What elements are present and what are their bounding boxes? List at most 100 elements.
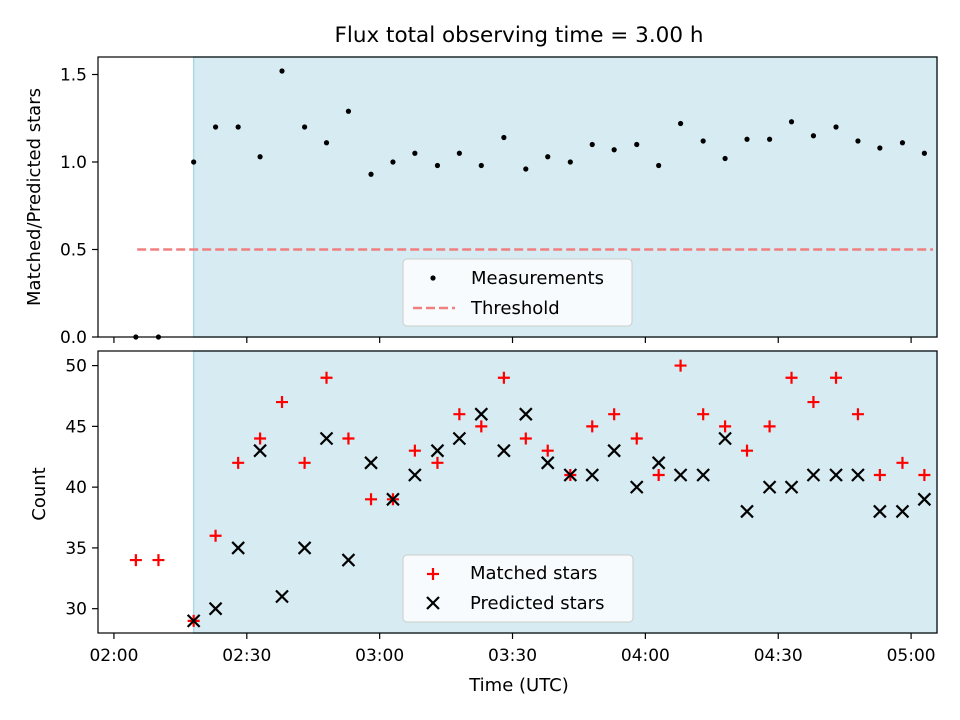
predicted-star-point bbox=[629, 480, 644, 494]
x-tick-label: 03:30 bbox=[488, 646, 537, 666]
predicted-star-point bbox=[673, 468, 688, 482]
x-marker bbox=[917, 492, 932, 507]
matched-star-point bbox=[873, 468, 886, 481]
y-tick-label: 40 bbox=[65, 478, 87, 498]
plus-marker bbox=[918, 468, 931, 481]
predicted-star-point bbox=[452, 431, 467, 446]
measurement-point bbox=[810, 133, 817, 139]
predicted-star-point bbox=[873, 504, 887, 519]
y-tick-label: 0.5 bbox=[60, 241, 87, 261]
measurement-point bbox=[833, 124, 839, 130]
predicted-star-point bbox=[607, 443, 621, 458]
x-marker bbox=[231, 541, 245, 555]
predicted-star-point bbox=[917, 492, 932, 507]
matched-star-point bbox=[519, 432, 532, 445]
predicted-star-point bbox=[895, 504, 910, 519]
matched-star-point bbox=[453, 408, 466, 421]
predicted-star-point bbox=[718, 431, 732, 446]
x-tick-label: 05:00 bbox=[887, 646, 936, 666]
plus-marker bbox=[719, 420, 732, 433]
matched-star-point bbox=[896, 456, 909, 469]
plus-marker bbox=[320, 371, 333, 384]
plus-marker bbox=[232, 456, 245, 469]
x-marker bbox=[784, 480, 799, 494]
plus-marker bbox=[763, 420, 776, 433]
x-marker bbox=[452, 431, 467, 446]
matched-star-point bbox=[741, 444, 754, 457]
measurement-point bbox=[788, 119, 795, 125]
x-marker bbox=[386, 492, 400, 507]
predicted-star-point bbox=[740, 504, 754, 519]
x-marker bbox=[829, 468, 843, 482]
measurement-point bbox=[345, 108, 352, 114]
predicted-star-point bbox=[208, 601, 223, 616]
plus-marker bbox=[342, 432, 355, 445]
plus-marker bbox=[652, 468, 665, 481]
legend-label-predicted: Predicted stars bbox=[470, 593, 604, 614]
x-marker bbox=[497, 443, 511, 458]
x-marker bbox=[740, 504, 754, 519]
predicted-star-point bbox=[430, 443, 445, 458]
plus-marker bbox=[741, 444, 754, 457]
predicted-star-point bbox=[762, 480, 777, 494]
predicted-star-point bbox=[275, 589, 289, 604]
predicted-star-point bbox=[231, 541, 245, 555]
plus-marker bbox=[152, 554, 165, 567]
x-marker bbox=[806, 468, 821, 482]
legend-marker-measurements bbox=[430, 275, 436, 281]
measurement-point bbox=[478, 162, 484, 169]
y-tick-label: 1.0 bbox=[60, 153, 87, 173]
x-marker bbox=[563, 468, 578, 482]
predicted-star-point bbox=[540, 456, 555, 470]
y-tick-label: 50 bbox=[65, 357, 87, 377]
legend-box-bottom bbox=[402, 554, 634, 623]
matched-star-point bbox=[719, 420, 732, 433]
x-marker bbox=[519, 407, 533, 421]
legend-marker-predicted bbox=[426, 596, 440, 610]
x-marker bbox=[540, 456, 555, 470]
predicted-star-point bbox=[497, 443, 511, 458]
predicted-star-point bbox=[474, 407, 489, 421]
x-marker bbox=[851, 468, 865, 482]
matched-star-point bbox=[541, 444, 554, 457]
x-marker bbox=[585, 468, 600, 482]
plus-marker bbox=[873, 468, 886, 481]
measurement-point bbox=[323, 140, 330, 146]
y-axis-label-bottom: Count bbox=[29, 467, 50, 520]
matched-star-point bbox=[785, 371, 798, 384]
y-tick-label: 0.0 bbox=[60, 328, 87, 348]
panel-bottom-counts: 30 35 40 45 50 02:00 02:30 03:00 03:30 04:00 04:30… bbox=[65, 350, 938, 696]
measurement-point bbox=[368, 171, 374, 177]
matched-star-point bbox=[232, 456, 245, 469]
matched-star-point bbox=[152, 554, 165, 567]
measurement-point bbox=[235, 124, 241, 130]
measurement-point bbox=[501, 134, 507, 141]
measurement-point bbox=[656, 162, 662, 169]
plus-marker bbox=[586, 420, 599, 433]
plus-marker bbox=[453, 408, 466, 421]
measurement-point bbox=[611, 147, 617, 153]
matched-star-point bbox=[851, 408, 864, 421]
matched-star-point bbox=[586, 420, 599, 433]
matched-star-point bbox=[129, 554, 142, 567]
plus-marker bbox=[519, 432, 532, 445]
measurement-point bbox=[257, 154, 263, 160]
predicted-star-point bbox=[806, 468, 821, 482]
x-tick-label: 04:30 bbox=[754, 646, 803, 666]
predicted-star-point bbox=[186, 614, 201, 628]
x-marker bbox=[186, 614, 201, 628]
measurement-point bbox=[855, 138, 861, 144]
matched-star-point bbox=[365, 493, 378, 506]
predicted-star-point bbox=[651, 456, 666, 470]
y-tick-label: 1.5 bbox=[60, 66, 87, 86]
x-marker bbox=[474, 407, 489, 421]
plus-marker bbox=[298, 456, 311, 469]
x-marker bbox=[341, 553, 356, 567]
plus-marker bbox=[896, 456, 909, 469]
plus-marker bbox=[608, 408, 621, 421]
matched-star-point bbox=[342, 432, 355, 445]
x-marker bbox=[873, 504, 887, 519]
predicted-star-point bbox=[563, 468, 578, 482]
x-marker bbox=[364, 456, 378, 470]
x-marker bbox=[275, 589, 289, 604]
